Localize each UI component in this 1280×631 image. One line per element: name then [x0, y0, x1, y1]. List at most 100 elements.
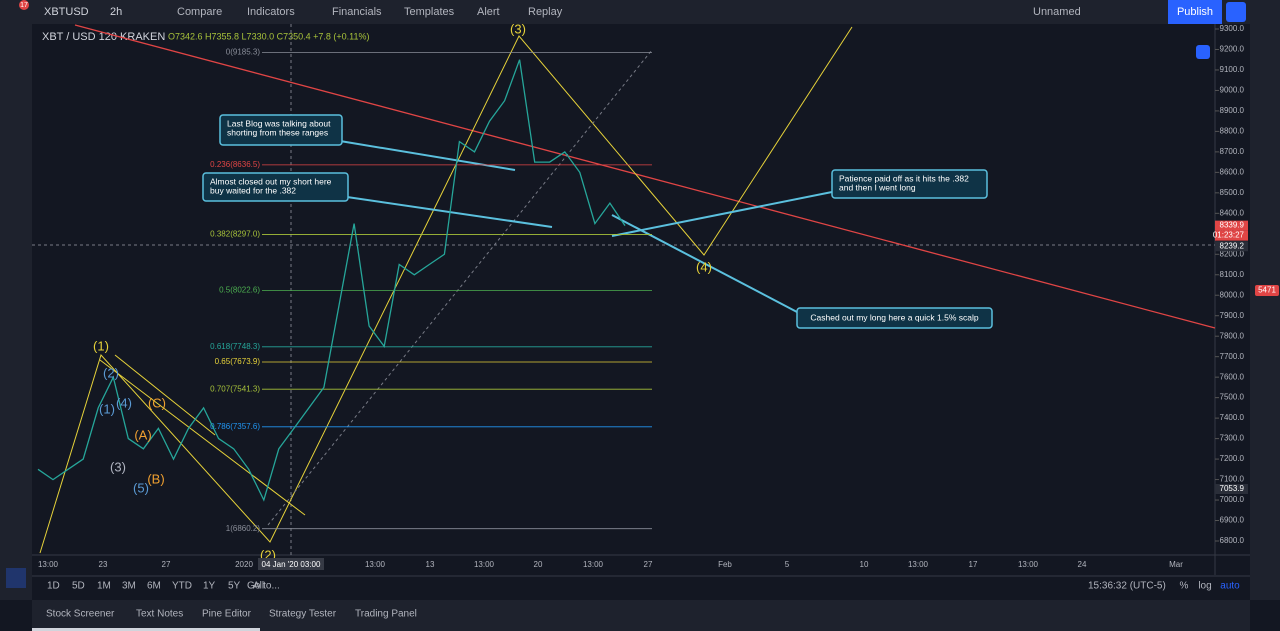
badge-count: 17	[20, 2, 28, 9]
x-tick-label: 23	[99, 560, 108, 569]
toolbar-item[interactable]: Financials	[332, 6, 382, 18]
tab[interactable]: Strategy Tester	[269, 609, 337, 620]
fib-label: 1(6860.2)	[226, 524, 261, 533]
x-tick-label: 13:00	[908, 560, 929, 569]
wave-label: (A)	[134, 427, 151, 442]
axis-option[interactable]: auto	[1220, 581, 1240, 592]
y-tick-label: 7500.0	[1220, 393, 1245, 402]
x-tick-label: 13:00	[583, 560, 604, 569]
fib-label: 0.786(7357.6)	[210, 422, 260, 431]
range-button[interactable]: 1M	[97, 581, 111, 592]
range-button[interactable]: 1Y	[203, 581, 216, 592]
annotation-pointer	[611, 191, 833, 237]
y-tick-label: 7800.0	[1220, 331, 1245, 340]
publish[interactable]: Publish	[1177, 6, 1213, 18]
countdown-box	[1215, 230, 1248, 241]
y-tick-label: 7700.0	[1220, 352, 1245, 361]
y-tick-label: 7000.0	[1220, 495, 1245, 504]
annotation-text: Almost closed out my short here	[210, 176, 332, 186]
channel-line	[99, 359, 306, 516]
wave-label: (1)	[93, 338, 109, 353]
flag-icon[interactable]	[1196, 45, 1210, 59]
top-toolbar	[0, 0, 1280, 24]
crosshair-time-box	[258, 558, 324, 570]
right-toolbar	[1250, 24, 1280, 600]
ohlc: O7342.6 H7355.8 L7330.0 C7350.4 +7.8 (+0…	[168, 31, 370, 41]
price-tag-label: 8239.2	[1220, 241, 1245, 250]
annotation-text: Last Blog was talking about	[227, 118, 331, 128]
fib-label: 0.5(8022.6)	[219, 286, 260, 295]
toolbar-item[interactable]: Templates	[404, 6, 455, 18]
layout-name[interactable]: Unnamed	[1033, 6, 1081, 18]
axis-option[interactable]: log	[1198, 581, 1211, 592]
tab[interactable]: Stock Screener	[46, 609, 115, 620]
x-tick-label: 24	[1078, 560, 1087, 569]
price-tag-label: 8339.9	[1220, 221, 1245, 230]
range-button[interactable]: All	[253, 581, 264, 592]
y-tick-label: 8000.0	[1220, 290, 1245, 299]
wave-lines	[39, 26, 853, 554]
wave-label: (B)	[147, 471, 164, 486]
annotation-box	[202, 172, 349, 202]
fib-label: 0.382(8297.0)	[210, 230, 260, 239]
toolbar-item[interactable]: Compare	[177, 6, 222, 18]
range-button[interactable]: 6M	[147, 581, 161, 592]
y-tick-label: 7300.0	[1220, 434, 1245, 443]
symbol[interactable]: XBTUSD	[44, 6, 89, 18]
x-tick-label: 04 Jan '20 03:00	[262, 560, 321, 569]
wave-label: (4)	[696, 259, 712, 274]
x-tick-label: 27	[162, 560, 171, 569]
alert-badge	[1255, 285, 1279, 296]
tab[interactable]: Text Notes	[136, 609, 183, 620]
y-tick-label: 8800.0	[1220, 127, 1245, 136]
range-button[interactable]: 3M	[122, 581, 136, 592]
wave-label: (1)	[99, 401, 115, 416]
publish-button[interactable]	[1168, 0, 1222, 24]
toolbar-item[interactable]: Indicators	[247, 6, 295, 18]
tab-underline	[32, 628, 260, 631]
price-tag	[1215, 484, 1248, 495]
annotation-text: Cashed out my long here a quick 1.5% sca…	[810, 312, 978, 322]
alert-count: 5471	[1258, 286, 1276, 295]
tab[interactable]: Trading Panel	[355, 609, 417, 620]
tab[interactable]: Pine Editor	[202, 609, 252, 620]
wave-label: (2)	[103, 365, 119, 380]
wave-label: (C)	[148, 395, 166, 410]
goto[interactable]: Go to...	[247, 581, 280, 592]
toolbar-item[interactable]: Replay	[528, 6, 563, 18]
fib-label: 0.236(8636.5)	[210, 160, 260, 169]
channel-line	[114, 354, 216, 436]
x-tick-label: Feb	[718, 560, 732, 569]
price-tag-label: 7053.9	[1220, 484, 1245, 493]
y-tick-label: 7400.0	[1220, 413, 1245, 422]
axis-option[interactable]: %	[1180, 581, 1189, 592]
publish-arrow[interactable]	[1226, 2, 1246, 22]
wave-label: (4)	[116, 395, 132, 410]
toolbar-item[interactable]: Alert	[477, 6, 500, 18]
x-tick-label: 5	[785, 560, 790, 569]
favorite-tool[interactable]	[6, 568, 26, 588]
y-tick-label: 7200.0	[1220, 454, 1245, 463]
x-tick-label: 13:00	[1018, 560, 1039, 569]
range-button[interactable]: 1D	[47, 581, 60, 592]
y-tick-label: 8400.0	[1220, 208, 1245, 217]
clock: 15:36:32 (UTC-5)	[1088, 581, 1166, 592]
fib-label: 0.618(7748.3)	[210, 342, 260, 351]
range-button[interactable]: 5D	[72, 581, 85, 592]
wave-label: (3)	[110, 459, 126, 474]
y-tick-label: 7900.0	[1220, 311, 1245, 320]
x-tick-label: 13	[426, 560, 435, 569]
y-tick-label: 9200.0	[1220, 45, 1245, 54]
x-tick-label: 2020	[235, 560, 253, 569]
fib-label: 0.707(7541.3)	[210, 384, 260, 393]
interval[interactable]: 2h	[110, 6, 122, 18]
wave-label: (5)	[133, 480, 149, 495]
y-tick-label: 6900.0	[1220, 516, 1245, 525]
left-toolbar	[0, 24, 32, 600]
range-button[interactable]: 5Y	[228, 581, 241, 592]
chart-header: XBT / USD 120 KRAKEN	[42, 31, 165, 43]
y-tick-label: 8500.0	[1220, 188, 1245, 197]
range-button[interactable]: YTD	[172, 581, 192, 592]
